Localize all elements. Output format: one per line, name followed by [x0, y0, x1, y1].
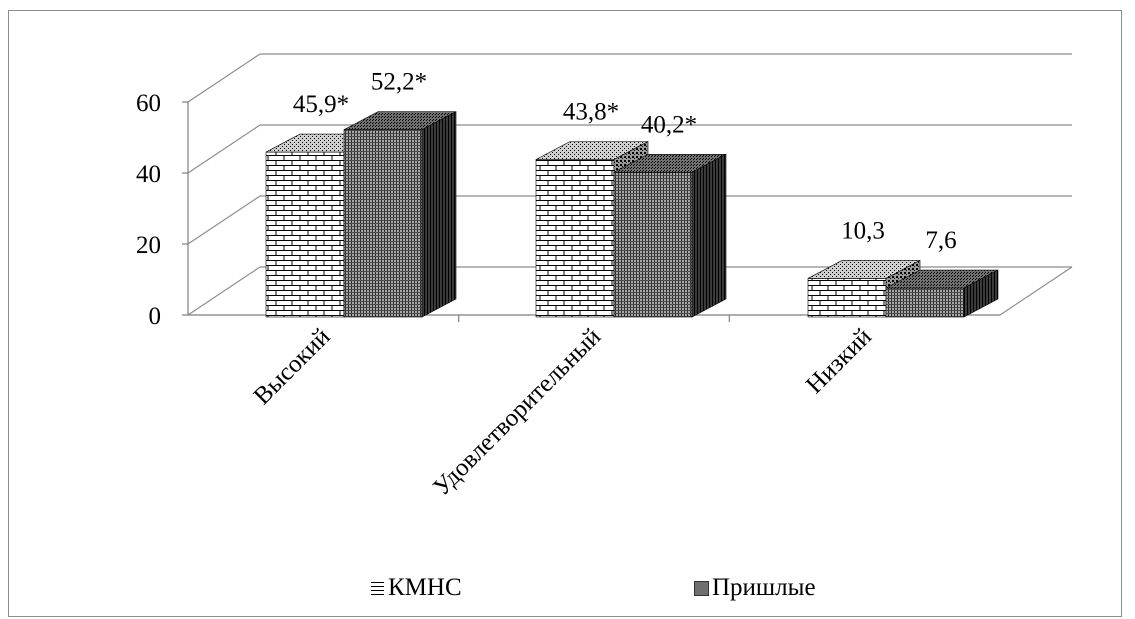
bar-front: [613, 171, 693, 318]
bar-side: [691, 153, 727, 318]
legend-swatch-kmns: [371, 581, 384, 595]
data-label: 52,2*: [371, 69, 427, 96]
bar: [885, 269, 999, 318]
legend-item-kmns: КМНС: [371, 574, 462, 602]
legend-label-prishlye: Пришлые: [712, 574, 816, 601]
x-tick-label: Низкий: [801, 323, 877, 399]
bar-side: [421, 111, 457, 318]
bar: [343, 111, 457, 318]
gridline-depth: [187, 266, 261, 316]
bar-front: [265, 151, 345, 318]
bars: [265, 111, 999, 318]
bar: [613, 153, 727, 318]
gridline-depth: [187, 124, 261, 174]
y-axis-ticks: 0 20 40 60: [136, 90, 161, 330]
gridline-depth: [187, 53, 261, 103]
gridline-depth: [187, 195, 261, 245]
data-label: 40,2*: [641, 111, 697, 138]
bar-front: [535, 159, 615, 318]
bar-front: [343, 129, 423, 318]
x-tick-label: Удовлетворительный: [428, 323, 606, 501]
bar-front: [885, 287, 965, 318]
data-label: 7,6: [925, 227, 956, 254]
y-tick-label: 20: [136, 232, 161, 259]
legend-swatch-prishlye: [694, 580, 709, 596]
bar-side: [963, 269, 999, 318]
data-label: 43,8*: [563, 99, 619, 126]
floor-edge: [999, 266, 1073, 316]
data-label: 10,3: [841, 217, 885, 244]
x-tick-label: Высокий: [249, 323, 336, 410]
bar-front: [807, 278, 887, 318]
data-label: 45,9*: [293, 91, 349, 118]
x-axis-ticks: Высокий Удовлетворительный Низкий: [249, 323, 877, 501]
y-tick-label: 40: [136, 161, 161, 188]
y-tick-label: 60: [136, 90, 161, 117]
data-labels: 45,9* 52,2* 43,8* 40,2* 10,3 7,6: [293, 69, 957, 254]
legend-label-kmns: КМНС: [388, 574, 462, 601]
y-tick-label: 0: [149, 303, 162, 330]
legend-item-prishlye: Пришлые: [694, 574, 816, 602]
